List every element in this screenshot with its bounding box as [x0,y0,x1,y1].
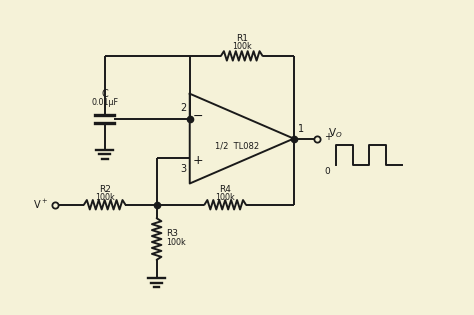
Text: 100k: 100k [95,193,115,202]
Text: 100k: 100k [232,42,252,51]
Text: C: C [101,89,108,99]
Text: 100k: 100k [166,238,186,247]
Text: +: + [324,132,332,142]
Text: R4: R4 [219,185,231,194]
Text: 0.01μF: 0.01μF [91,98,118,106]
Text: 3: 3 [181,164,187,174]
Text: R1: R1 [236,34,248,43]
Text: 100k: 100k [215,193,235,202]
Text: +: + [193,154,203,167]
Text: V$^+$: V$^+$ [33,198,48,211]
Text: V$_O$: V$_O$ [328,126,342,140]
Text: 1/2  TL082: 1/2 TL082 [215,141,259,150]
Text: −: − [193,110,203,123]
Text: 2: 2 [181,103,187,113]
Text: R3: R3 [166,229,178,238]
Text: 1: 1 [298,124,304,134]
Text: 0: 0 [325,167,331,176]
Text: R2: R2 [99,185,110,194]
